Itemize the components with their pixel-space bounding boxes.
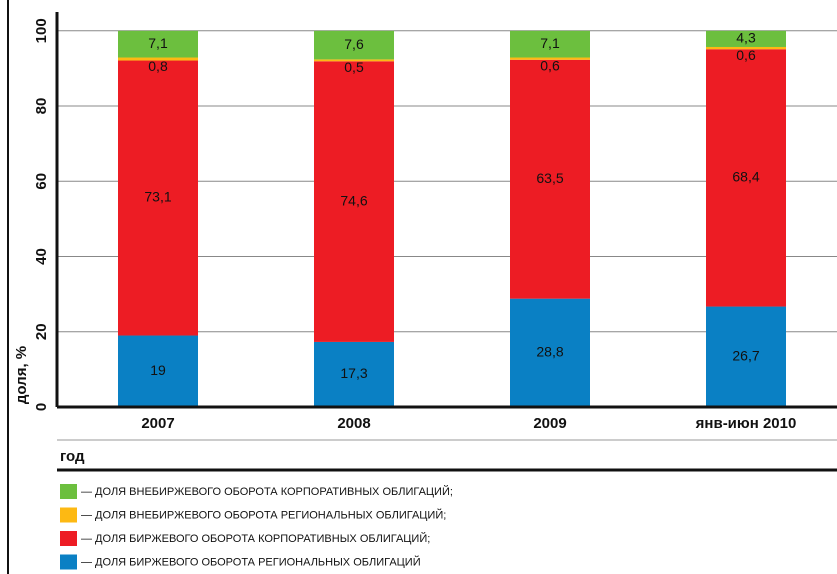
bar-segment (510, 59, 590, 299)
x-tick-label: 2008 (337, 415, 370, 432)
legend-swatch (60, 531, 77, 546)
value-label: 7,6 (344, 36, 364, 52)
value-label: 0,6 (540, 57, 560, 73)
legend-label: — ДОЛЯ ВНЕБИРЖЕВОГО ОБОРОТА РЕГИОНАЛЬНЫХ… (81, 508, 446, 521)
value-label: 68,4 (732, 169, 759, 185)
y-tick-label: 60 (33, 173, 50, 190)
value-label: 17,3 (340, 365, 367, 381)
x-tick-label: 2009 (533, 415, 566, 432)
legend-label: — ДОЛЯ ВНЕБИРЖЕВОГО ОБОРОТА КОРПОРАТИВНЫ… (81, 485, 453, 498)
bar-segment (706, 49, 786, 307)
bar-segment (706, 306, 786, 407)
y-tick-label: 80 (33, 98, 50, 115)
value-label: 26,7 (732, 347, 759, 363)
x-tick-label: янв-июн 2010 (696, 415, 797, 432)
value-label: 28,8 (536, 344, 563, 360)
value-label: 19 (150, 362, 166, 378)
x-axis-label: год (60, 448, 85, 465)
value-label: 74,6 (340, 192, 367, 208)
y-tick-label: 0 (33, 403, 50, 411)
value-label: 7,1 (148, 35, 168, 51)
bar-segment (510, 57, 590, 60)
bar-segment (314, 341, 394, 407)
bar-segment (118, 57, 198, 61)
legend-swatch (60, 554, 77, 570)
bar-segment (118, 60, 198, 336)
bar-segment (706, 30, 786, 47)
value-label: 4,3 (736, 30, 756, 46)
value-label: 0,8 (148, 58, 168, 74)
legend-swatch (60, 484, 77, 499)
y-tick-label: 20 (33, 323, 50, 340)
bar-segment (314, 61, 394, 342)
value-label: 0,6 (736, 47, 756, 63)
bar-segment (118, 335, 198, 407)
value-label: 63,5 (536, 170, 563, 186)
value-label: 0,5 (344, 59, 364, 75)
bar-segment (314, 59, 394, 62)
legend-label: — ДОЛЯ БИРЖЕВОГО ОБОРОТА КОРПОРАТИВНЫХ О… (81, 532, 430, 545)
y-tick-label: 100 (33, 18, 50, 43)
y-axis-label: доля, % (13, 346, 30, 404)
bar-segment (510, 298, 590, 407)
value-label: 7,1 (540, 35, 560, 51)
value-label: 73,1 (144, 189, 171, 205)
x-tick-label: 2007 (141, 415, 174, 432)
bar-segment (510, 30, 590, 58)
y-tick-label: 40 (33, 248, 50, 265)
legend-swatch (60, 507, 77, 523)
bar-segment (314, 30, 394, 60)
legend-label: — ДОЛЯ БИРЖЕВОГО ОБОРОТА РЕГИОНАЛЬНЫХ ОБ… (81, 555, 421, 568)
bar-segment (118, 30, 198, 58)
bar-segment (706, 46, 786, 50)
